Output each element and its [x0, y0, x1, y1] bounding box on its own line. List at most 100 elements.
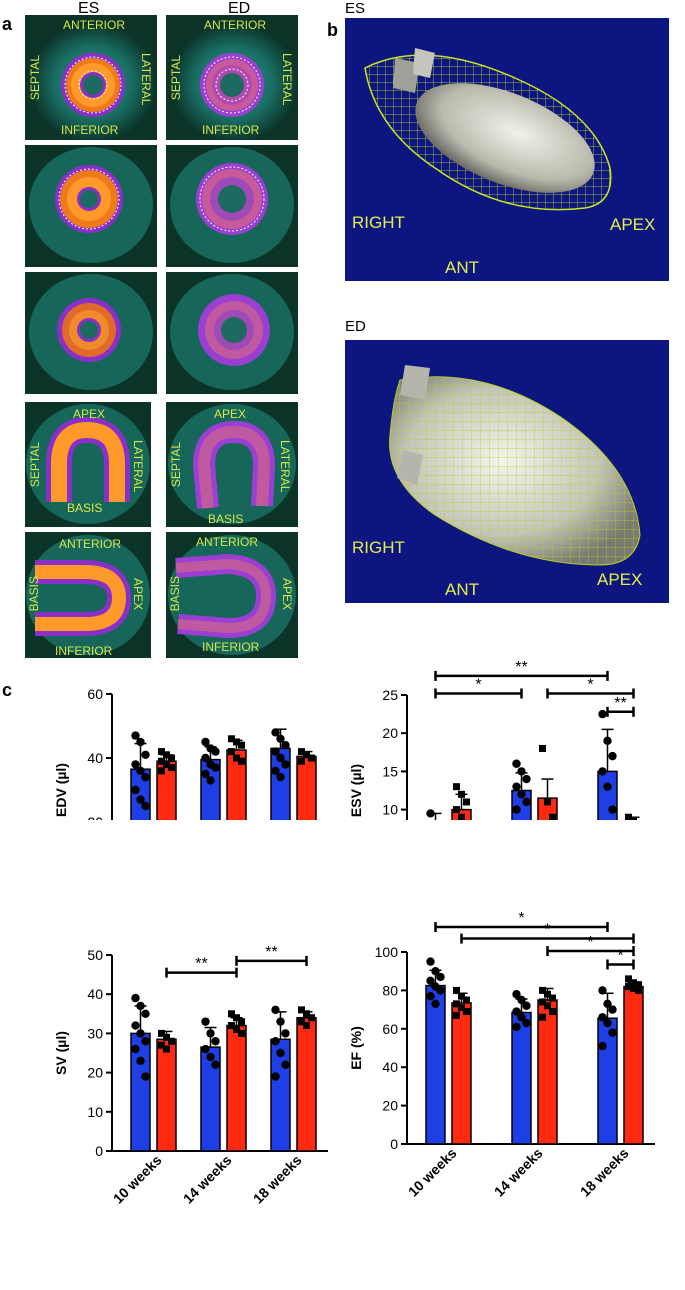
data-point	[453, 986, 460, 994]
data-point	[201, 737, 210, 747]
spect-ed-ring-graphic	[170, 274, 294, 390]
spect-es-short-axis-2	[25, 145, 157, 267]
x-tick-label: 18 weeks	[250, 1152, 305, 1207]
x-tick-label: 14 weeks	[491, 1145, 546, 1200]
y-tick-label: 60	[382, 1021, 398, 1037]
data-point	[281, 1029, 290, 1038]
spect-es-horseshoe-graphic	[26, 535, 150, 655]
label-inferior: INFERIOR	[202, 640, 260, 654]
data-point	[298, 1018, 305, 1026]
data-point	[233, 1014, 240, 1022]
data-point	[512, 1007, 521, 1016]
data-point	[608, 1028, 617, 1037]
spect-es-short-axis-3	[25, 272, 157, 394]
label-septal: SEPTAL	[169, 442, 183, 488]
significance-label: *	[587, 934, 593, 951]
data-point	[233, 754, 240, 762]
data-point	[158, 1041, 165, 1049]
data-point	[298, 1006, 305, 1014]
data-point	[512, 805, 521, 814]
data-point	[281, 1060, 290, 1069]
heart-3d-ed-graphic	[389, 365, 641, 566]
data-point	[539, 744, 546, 752]
heart-es-title: ES	[345, 0, 366, 17]
data-point	[630, 979, 637, 987]
significance-label: *	[587, 676, 593, 693]
panel-letter-a: a	[2, 14, 13, 34]
spect-es-ring-graphic	[29, 147, 153, 263]
bar	[156, 1038, 177, 1152]
data-point	[458, 1004, 465, 1012]
significance-label: **	[265, 944, 277, 961]
data-point	[603, 736, 612, 746]
data-point	[141, 1009, 150, 1018]
data-point	[608, 805, 617, 814]
y-tick-label: 20	[382, 1098, 398, 1114]
x-tick-label: 10 weeks	[110, 1152, 165, 1207]
data-point	[630, 984, 637, 992]
column-header-ed: ED	[228, 0, 251, 17]
label-anterior: ANTERIOR	[204, 18, 267, 32]
data-point	[598, 709, 607, 719]
data-point	[630, 817, 637, 825]
data-point	[303, 1010, 310, 1018]
label-anterior: ANTERIOR	[196, 535, 259, 549]
heart-ed-apex-label: APEX	[597, 570, 643, 589]
data-point	[168, 754, 175, 762]
data-point	[517, 790, 526, 799]
y-tick-label: 40	[382, 1059, 398, 1075]
data-point	[603, 1018, 612, 1028]
data-point	[426, 976, 435, 985]
label-apex: APEX	[131, 578, 145, 611]
label-lateral: LATERAL	[139, 53, 153, 106]
heart-ed-ant-label: ANT	[445, 580, 479, 599]
data-point	[303, 1022, 310, 1030]
spect-es-vertical-long-axis: APEX BASIS SEPTAL LATERAL	[25, 402, 151, 527]
data-point	[426, 957, 435, 966]
spect-ed-ring-graphic	[170, 147, 294, 263]
data-point	[522, 1001, 531, 1010]
data-point	[238, 757, 245, 765]
data-point	[517, 767, 526, 776]
data-point	[281, 741, 290, 750]
data-point	[158, 767, 165, 775]
label-inferior: INFERIOR	[55, 644, 113, 658]
y-axis-label: ESV (µl)	[348, 764, 364, 817]
data-point	[136, 1001, 145, 1011]
data-point	[276, 734, 285, 743]
bar	[451, 1002, 472, 1145]
spect-es-horseshoe-graphic	[26, 404, 150, 524]
data-point	[276, 753, 285, 763]
chart-sv: 0 10 20 30 40 50 SV (µl) 10 weeks 14 weeks 18 wee…	[0, 880, 340, 1285]
bar	[425, 984, 446, 1145]
y-tick-label: 0	[390, 1136, 398, 1152]
data-point	[141, 773, 150, 782]
data-point	[598, 1041, 607, 1051]
data-point	[233, 1025, 240, 1033]
data-point	[141, 801, 150, 811]
bar	[511, 1011, 532, 1145]
spect-ed-ring-graphic	[170, 23, 298, 140]
x-tick-label: 10 weeks	[405, 1145, 460, 1200]
data-point	[436, 972, 445, 982]
y-tick-label: 25	[382, 687, 398, 703]
label-basis: BASIS	[168, 576, 182, 612]
panel-letter-c: c	[2, 680, 13, 700]
spect-ed-horseshoe-graphic	[168, 535, 296, 655]
significance-label: *	[475, 676, 481, 693]
data-point	[201, 1017, 210, 1026]
data-point	[211, 1037, 220, 1046]
data-point	[206, 776, 215, 785]
y-axis-label: EF (%)	[348, 1026, 364, 1070]
data-point	[141, 1037, 150, 1046]
data-point	[512, 1022, 521, 1032]
data-point	[163, 1033, 170, 1041]
data-point	[512, 990, 521, 999]
significance-label: **	[515, 659, 527, 676]
heart-ed-right-label: RIGHT	[352, 538, 405, 557]
data-point	[136, 1029, 145, 1038]
data-point	[136, 737, 145, 747]
y-tick-label: 20	[87, 1065, 103, 1081]
chart-ef: 0 20 40 60 80 100 EF (%) 10 weeks 14 weeks 18 wee…	[343, 870, 685, 1285]
